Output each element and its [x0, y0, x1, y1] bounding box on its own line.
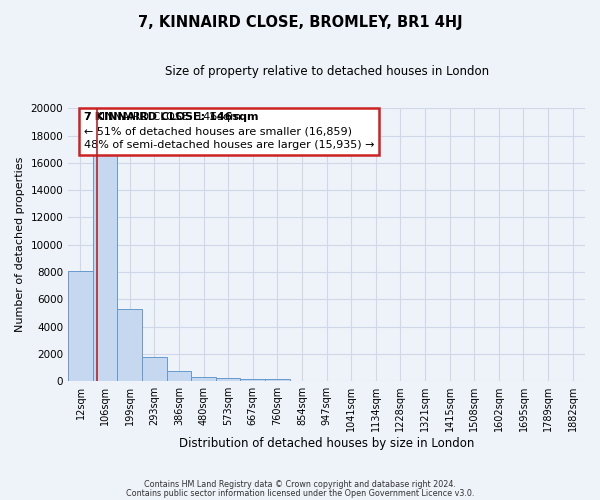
Text: Contains public sector information licensed under the Open Government Licence v3: Contains public sector information licen… — [126, 489, 474, 498]
Bar — [93, 154, 118, 381]
Text: 7 KINNAIRD CLOSE: 146sqm: 7 KINNAIRD CLOSE: 146sqm — [83, 112, 258, 122]
Bar — [118, 309, 142, 381]
Bar — [167, 371, 191, 381]
Bar — [241, 379, 265, 381]
Bar — [68, 270, 93, 381]
Y-axis label: Number of detached properties: Number of detached properties — [15, 157, 25, 332]
Text: 7, KINNAIRD CLOSE, BROMLEY, BR1 4HJ: 7, KINNAIRD CLOSE, BROMLEY, BR1 4HJ — [137, 15, 463, 30]
Bar — [191, 377, 216, 381]
Text: 7 KINNAIRD CLOSE: 146sqm
← 51% of detached houses are smaller (16,859)
48% of se: 7 KINNAIRD CLOSE: 146sqm ← 51% of detach… — [83, 112, 374, 150]
Text: Contains HM Land Registry data © Crown copyright and database right 2024.: Contains HM Land Registry data © Crown c… — [144, 480, 456, 489]
Title: Size of property relative to detached houses in London: Size of property relative to detached ho… — [164, 65, 488, 78]
Bar — [265, 379, 290, 381]
Bar — [142, 357, 167, 381]
Bar — [216, 378, 241, 381]
X-axis label: Distribution of detached houses by size in London: Distribution of detached houses by size … — [179, 437, 474, 450]
